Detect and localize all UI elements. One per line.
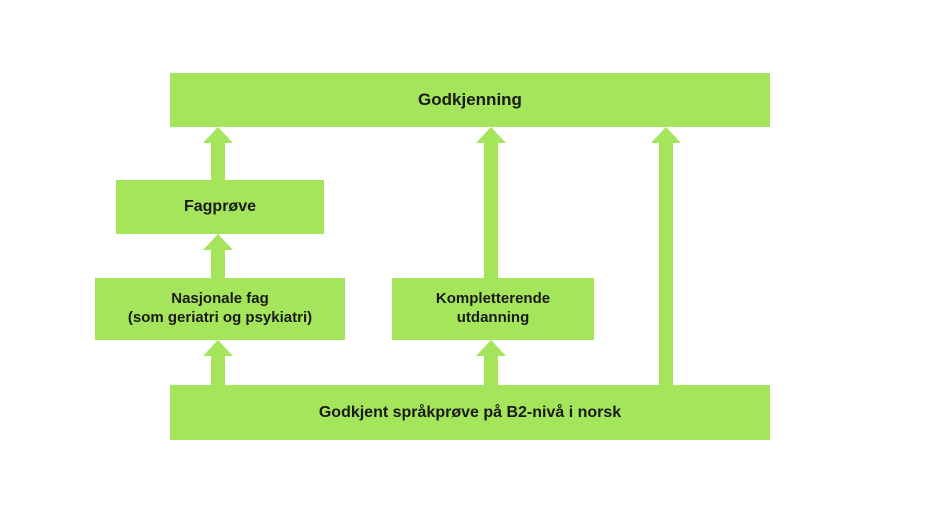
arrow-sprakprove-to-nasjonale <box>203 340 233 385</box>
node-label: Kompletterendeutdanning <box>436 290 550 328</box>
node-sprakprove: Godkjent språkprøve på B2-nivå i norsk <box>170 385 770 440</box>
arrow-sprakprove-to-kompletterende <box>476 340 506 385</box>
flowchart-canvas: Godkjenning Fagprøve Nasjonale fag(som g… <box>0 0 938 528</box>
node-nasjonale-fag: Nasjonale fag(som geriatri og psykiatri) <box>95 278 345 340</box>
arrow-nasjonale-to-fagprove <box>203 234 233 278</box>
node-label: Godkjent språkprøve på B2-nivå i norsk <box>319 403 621 423</box>
node-label: Fagprøve <box>184 197 256 217</box>
node-kompletterende-utdanning: Kompletterendeutdanning <box>392 278 594 340</box>
arrow-kompletterende-to-godkjenning <box>476 127 506 278</box>
node-fagprove: Fagprøve <box>116 180 324 234</box>
arrow-sprakprove-to-godkjenning <box>651 127 681 385</box>
node-label: Godkjenning <box>418 89 522 110</box>
arrow-fagprove-to-godkjenning <box>203 127 233 180</box>
node-godkjenning: Godkjenning <box>170 73 770 127</box>
node-label: Nasjonale fag(som geriatri og psykiatri) <box>128 290 312 328</box>
